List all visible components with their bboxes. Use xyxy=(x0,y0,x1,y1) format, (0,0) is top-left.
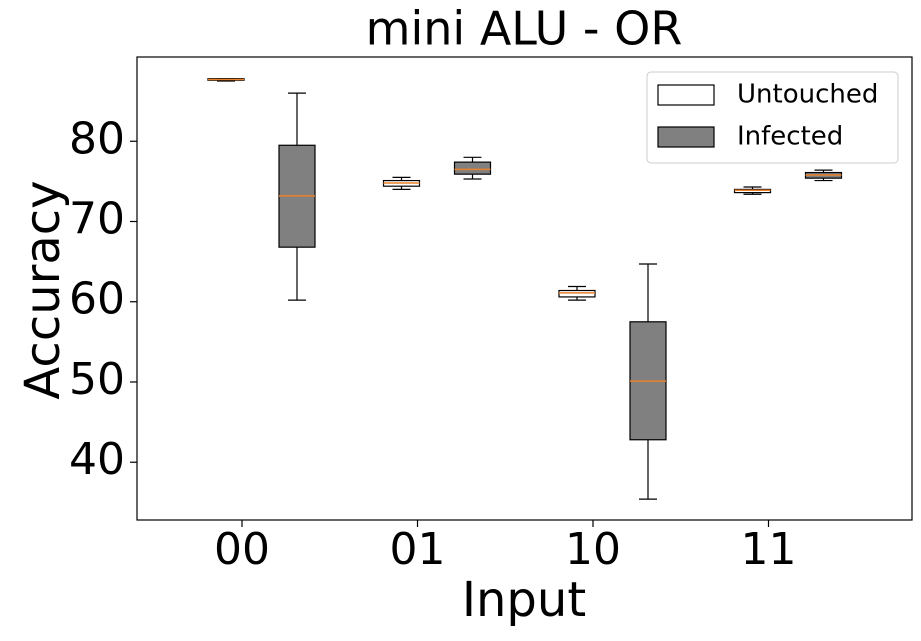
x-axis-label: Input xyxy=(462,572,586,628)
legend-swatch xyxy=(657,126,715,148)
whisker xyxy=(463,156,482,163)
x-tick-label: 01 xyxy=(390,524,446,575)
y-axis-label: Accuracy xyxy=(15,180,71,399)
chart-title: mini ALU - OR xyxy=(366,2,683,56)
x-tick-label: 10 xyxy=(565,524,621,575)
y-tick-label: 80 xyxy=(69,113,125,164)
legend-swatch xyxy=(657,84,715,106)
whisker xyxy=(288,92,306,146)
y-tick-label: 70 xyxy=(69,193,125,244)
x-tick-label: 00 xyxy=(214,524,270,575)
y-tick-label: 50 xyxy=(69,354,125,405)
whisker xyxy=(639,263,657,322)
x-tick-label: 11 xyxy=(741,524,797,575)
whisker xyxy=(639,439,657,500)
y-tick-label: 60 xyxy=(69,274,125,325)
whisker xyxy=(568,285,586,291)
legend-label: Untouched xyxy=(737,80,878,110)
y-tick-label: 40 xyxy=(69,434,125,485)
legend-label: Infected xyxy=(737,122,843,152)
box xyxy=(558,289,596,298)
whisker xyxy=(288,247,306,301)
plot-frame xyxy=(136,56,913,521)
box xyxy=(733,188,772,194)
box xyxy=(453,161,492,175)
whisker xyxy=(463,174,482,180)
